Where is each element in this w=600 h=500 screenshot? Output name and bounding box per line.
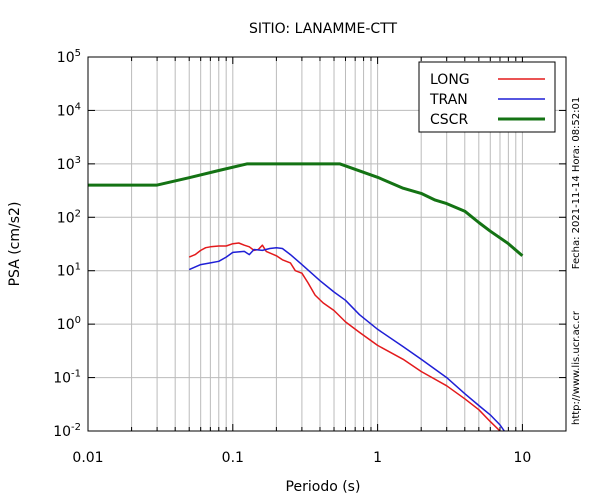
y-tick-labels: 10-2 10-1 100 101 102 103 104 105 (53, 48, 81, 440)
y-tick-label: 10-2 (53, 422, 81, 440)
series-lines (88, 162, 524, 432)
tick-marks (87, 56, 567, 432)
timestamp-label: Fecha: 2021-11-14 Hora: 08:52:01 (571, 97, 582, 270)
x-tick-labels: 0.01 0.1 1 10 (72, 450, 531, 466)
x-axis-label: Periodo (s) (286, 479, 361, 495)
y-tick-label: 10-1 (53, 369, 81, 387)
legend: LONG TRAN CSCR (418, 61, 556, 133)
url-label: http://www.lis.ucr.ac.cr (571, 310, 582, 425)
y-axis-label: PSA (cm/s2) (7, 202, 23, 287)
y-tick-label: 101 (57, 262, 81, 280)
y-tick-label: 100 (57, 315, 81, 333)
y-tick-label: 104 (57, 101, 81, 119)
x-tick-label: 10 (513, 450, 531, 466)
x-tick-label: 1 (373, 450, 382, 466)
plot-frame (87, 56, 567, 432)
series-line-long (188, 242, 501, 432)
series-line-cscr (88, 162, 524, 257)
x-tick-label: 0.01 (72, 450, 103, 466)
legend-label-long: LONG (430, 72, 470, 88)
legend-label-cscr: CSCR (430, 112, 468, 128)
series-line-tran (188, 246, 505, 432)
y-tick-label: 103 (57, 155, 81, 173)
x-tick-label: 0.1 (222, 450, 244, 466)
chart-title: SITIO: LANAMME-CTT (249, 21, 398, 37)
y-tick-label: 102 (57, 208, 81, 226)
y-tick-label: 105 (57, 48, 81, 66)
legend-label-tran: TRAN (429, 92, 468, 108)
